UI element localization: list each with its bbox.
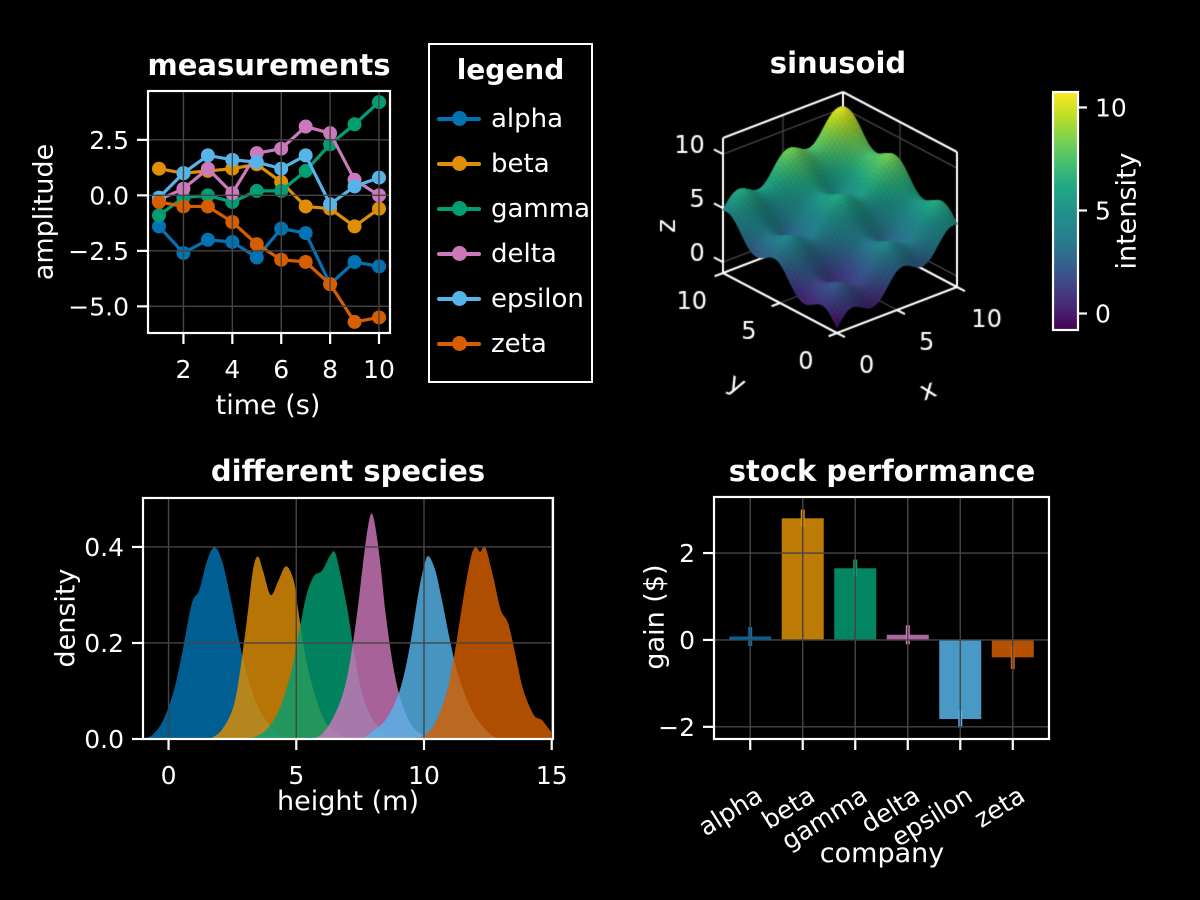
- species-ylabel: density: [50, 568, 82, 668]
- svg-text:10: 10: [363, 355, 395, 384]
- legend-panel: legend alpha beta gamma delta epsilon zeta: [428, 43, 593, 383]
- svg-text:4: 4: [224, 355, 240, 384]
- svg-text:8: 8: [322, 355, 338, 384]
- legend-item: zeta: [430, 321, 591, 366]
- legend-item-label: delta: [491, 238, 557, 269]
- surface-3d-canvas: [640, 70, 1020, 440]
- legend-item-label: beta: [491, 148, 550, 179]
- svg-text:0.0: 0.0: [89, 181, 129, 210]
- legend-title: legend: [456, 53, 565, 86]
- legend-item: epsilon: [430, 276, 591, 321]
- legend-item: beta: [430, 141, 591, 186]
- svg-text:2: 2: [679, 539, 695, 568]
- species-title: different species: [210, 454, 486, 488]
- species-xlabel: height (m): [276, 786, 420, 817]
- legend-item-label: gamma: [491, 193, 591, 224]
- legend-marker-icon: [437, 156, 481, 172]
- svg-text:−2: −2: [658, 713, 695, 742]
- legend-marker-icon: [437, 201, 481, 217]
- svg-text:5: 5: [288, 761, 304, 790]
- stock-ylabel: gain ($): [639, 564, 671, 670]
- stock-title: stock performance: [728, 454, 1036, 488]
- legend-items: alpha beta gamma delta epsilon zeta: [430, 96, 591, 366]
- stock-xlabel: company: [819, 838, 945, 869]
- svg-text:0.0: 0.0: [84, 725, 124, 754]
- legend-item-label: alpha: [491, 103, 564, 134]
- measurements-xlabel: time (s): [215, 390, 321, 421]
- legend-item: delta: [430, 231, 591, 276]
- svg-text:6: 6: [273, 355, 289, 384]
- legend-item-label: epsilon: [491, 283, 584, 314]
- svg-text:0: 0: [1095, 300, 1111, 329]
- svg-text:15: 15: [536, 761, 568, 790]
- svg-text:10: 10: [408, 761, 440, 790]
- svg-text:zeta: zeta: [969, 780, 1030, 833]
- legend-marker-icon: [437, 246, 481, 262]
- measurements-title: measurements: [147, 48, 391, 82]
- legend-item-label: zeta: [491, 328, 547, 359]
- svg-text:0: 0: [679, 626, 695, 655]
- svg-text:10: 10: [1095, 93, 1127, 122]
- svg-text:−2.5: −2.5: [68, 237, 129, 266]
- legend-marker-icon: [437, 111, 481, 127]
- legend-marker-icon: [437, 291, 481, 307]
- svg-text:2.5: 2.5: [89, 126, 129, 155]
- svg-text:5: 5: [1095, 196, 1111, 225]
- legend-marker-icon: [437, 336, 481, 352]
- svg-text:2: 2: [175, 355, 191, 384]
- sinusoid-title: sinusoid: [769, 46, 907, 80]
- legend-item: gamma: [430, 186, 591, 231]
- svg-text:0.4: 0.4: [84, 533, 124, 562]
- svg-text:0: 0: [161, 761, 177, 790]
- legend-item: alpha: [430, 96, 591, 141]
- colorbar-label: intensity: [1111, 152, 1143, 270]
- svg-text:0.2: 0.2: [84, 629, 124, 658]
- svg-text:−5.0: −5.0: [68, 292, 129, 321]
- measurements-ylabel: amplitude: [28, 143, 60, 281]
